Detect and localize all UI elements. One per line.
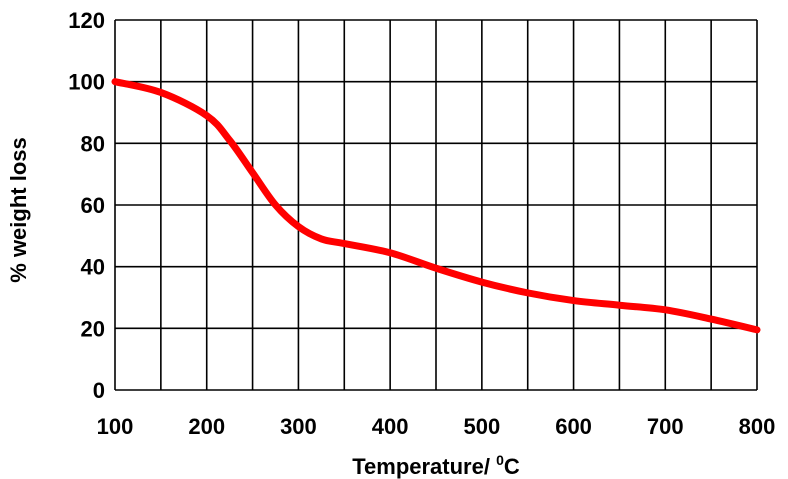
series-layer [111, 78, 761, 334]
y-tick-label-60: 60 [81, 193, 105, 218]
x-tick-label-300: 300 [280, 414, 317, 439]
tick-labels: 0 20 40 60 80 100 120 100 200 300 400 500 600 700 800 [68, 8, 775, 439]
x-tick-label-800: 800 [739, 414, 776, 439]
grid-layer [114, 19, 758, 391]
x-axis-title-main: Temperature/ [352, 454, 496, 479]
x-axis-title-superscript: 0 [496, 452, 504, 468]
x-tick-label-400: 400 [372, 414, 409, 439]
x-tick-label-600: 600 [555, 414, 592, 439]
y-tick-label-40: 40 [81, 255, 105, 280]
y-tick-label-100: 100 [68, 70, 105, 95]
y-tick-label-0: 0 [93, 378, 105, 403]
y-tick-label-80: 80 [81, 131, 105, 156]
x-tick-label-100: 100 [97, 414, 134, 439]
x-axis-title: Temperature/ 0C [352, 452, 520, 479]
x-tick-label-700: 700 [647, 414, 684, 439]
x-tick-label-500: 500 [463, 414, 500, 439]
series-line-0 [111, 78, 761, 334]
y-tick-label-20: 20 [81, 316, 105, 341]
x-tick-label-200: 200 [188, 414, 225, 439]
y-axis-title: % weight loss [6, 137, 31, 282]
x-axis-title-unit: C [504, 454, 520, 479]
y-tick-label-120: 120 [68, 8, 105, 33]
